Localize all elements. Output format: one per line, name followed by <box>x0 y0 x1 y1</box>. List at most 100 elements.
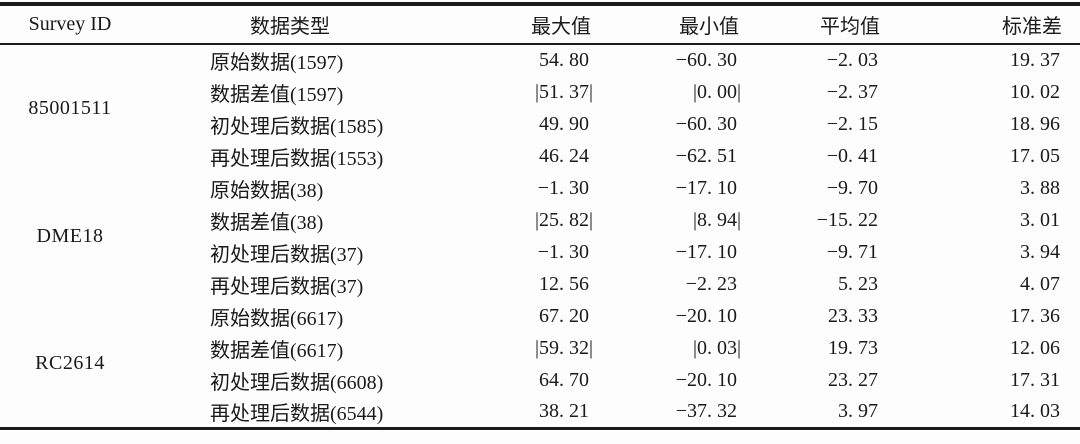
number-int-part: |51 <box>534 80 559 103</box>
decimal-separator: . <box>707 272 717 295</box>
decimal-separator: . <box>707 368 717 391</box>
column-header-mean: 平均值 <box>820 16 880 38</box>
number-int-part: |59 <box>534 336 559 359</box>
number-frac-part: 37 <box>858 80 878 103</box>
decimal-separator: . <box>848 208 858 231</box>
max-value-cell: 64. 70 <box>440 364 645 396</box>
statistics-table: Survey ID 数据类型 最大值 最小值 平均值 标准差 85001511 原… <box>0 2 1080 430</box>
number-frac-part: 21 <box>569 399 589 422</box>
max-value-cell: |25. 82| <box>440 204 645 236</box>
number-frac-part: 71 <box>858 240 878 263</box>
data-type-cell: 原始数据(6617) <box>210 307 344 330</box>
table-row: 初处理后数据(6608) 64. 70 −20. 10 23. 27 17. 31 <box>0 364 1080 396</box>
decimal-separator: . <box>707 49 717 71</box>
number-int-part: 54 <box>539 49 559 71</box>
number-frac-part: 20 <box>569 304 589 327</box>
max-value-cell: 67. 20 <box>440 300 645 332</box>
number-frac-part: 32 <box>717 399 737 422</box>
decimal-separator: . <box>1030 80 1040 103</box>
table-row: 再处理后数据(1553) 46. 24 −62. 51 −0. 41 17. 05 <box>0 140 1080 172</box>
std-value-cell: 14. 03 <box>905 396 1080 428</box>
decimal-separator: . <box>559 208 569 231</box>
column-header-survey-id: Survey ID <box>28 13 112 35</box>
std-value-cell: 12. 06 <box>905 332 1080 364</box>
number-int-part: −17 <box>675 176 707 199</box>
decimal-separator: . <box>559 399 569 422</box>
mean-value-cell: −9. 71 <box>775 236 905 268</box>
min-value-cell: −2. 23 <box>645 268 775 300</box>
decimal-separator: . <box>559 272 569 295</box>
number-frac-part: 31 <box>1040 368 1060 391</box>
mean-value-cell: −9. 70 <box>775 172 905 204</box>
min-value-cell: −17. 10 <box>645 236 775 268</box>
number-frac-part: 88 <box>1040 176 1060 199</box>
number-frac-part: 82| <box>569 208 594 231</box>
min-value-cell: −62. 51 <box>645 140 775 172</box>
table-row: RC2614 原始数据(6617) 67. 20 −20. 10 23. 33 17. 3… <box>0 300 1080 374</box>
number-int-part: −9 <box>826 240 848 263</box>
number-int-part: 12 <box>1010 336 1030 359</box>
number-frac-part: 94 <box>1040 240 1060 263</box>
number-int-part: 4 <box>1020 272 1030 295</box>
mean-value-cell: −2. 03 <box>775 44 905 76</box>
max-value-cell: −1. 30 <box>440 172 645 204</box>
std-value-cell: 17. 31 <box>905 364 1080 396</box>
decimal-separator: . <box>848 176 858 199</box>
data-type-cell: 数据差值(1597) <box>210 83 344 106</box>
number-int-part: 38 <box>539 399 559 422</box>
decimal-separator: . <box>559 49 569 71</box>
decimal-separator: . <box>1030 336 1040 359</box>
data-type-cell: 数据差值(6617) <box>210 339 344 362</box>
min-value-cell: |0. 00| <box>645 76 775 108</box>
number-int-part: 3 <box>838 399 848 422</box>
survey-id-cell: 85001511 <box>28 97 112 119</box>
number-int-part: 3 <box>1020 176 1030 199</box>
mean-value-cell: 3. 97 <box>775 396 905 428</box>
number-int-part: |25 <box>534 208 559 231</box>
number-int-part: −60 <box>675 49 707 71</box>
std-value-cell: 10. 02 <box>905 76 1080 108</box>
number-frac-part: 10 <box>717 240 737 263</box>
table-row: 初处理后数据(37) −1. 30 −17. 10 −9. 71 3. 94 <box>0 236 1080 268</box>
std-value-cell: 3. 88 <box>905 172 1080 204</box>
number-frac-part: 30 <box>717 112 737 135</box>
number-frac-part: 23 <box>717 272 737 295</box>
number-int-part: −9 <box>826 176 848 199</box>
table-row: 再处理后数据(37) 12. 56 −2. 23 5. 23 4. 07 <box>0 268 1080 300</box>
std-value-cell: 4. 07 <box>905 268 1080 300</box>
number-int-part: −2 <box>685 272 707 295</box>
number-frac-part: 27 <box>858 368 878 391</box>
decimal-separator: . <box>707 80 717 103</box>
number-frac-part: 80 <box>569 49 589 71</box>
data-type-cell: 原始数据(38) <box>210 179 324 202</box>
number-frac-part: 36 <box>1040 304 1060 327</box>
decimal-separator: . <box>1030 112 1040 135</box>
decimal-separator: . <box>1030 399 1040 422</box>
number-frac-part: 73 <box>858 336 878 359</box>
number-int-part: −1 <box>537 240 559 263</box>
decimal-separator: . <box>559 336 569 359</box>
number-int-part: |0 <box>692 336 707 359</box>
number-int-part: 64 <box>539 368 559 391</box>
column-header-data-type: 数据类型 <box>250 16 330 38</box>
number-int-part: −37 <box>675 399 707 422</box>
number-frac-part: 56 <box>569 272 589 295</box>
number-int-part: 23 <box>828 304 848 327</box>
table-row: 初处理后数据(1585) 49. 90 −60. 30 −2. 15 18. 96 <box>0 108 1080 140</box>
max-value-cell: 38. 21 <box>440 396 645 428</box>
std-value-cell: 19. 37 <box>905 44 1080 76</box>
number-int-part: 17 <box>1010 304 1030 327</box>
decimal-separator: . <box>559 80 569 103</box>
decimal-separator: . <box>1030 368 1040 391</box>
decimal-separator: . <box>707 240 717 263</box>
decimal-separator: . <box>707 176 717 199</box>
number-int-part: 19 <box>828 336 848 359</box>
table-row: 数据差值(6617) |59. 32| |0. 03| 19. 73 12. 06 <box>0 332 1080 364</box>
number-frac-part: 03| <box>717 336 742 359</box>
max-value-cell: 46. 24 <box>440 140 645 172</box>
decimal-separator: . <box>848 49 858 71</box>
number-int-part: |8 <box>692 208 707 231</box>
max-value-cell: −1. 30 <box>440 236 645 268</box>
decimal-separator: . <box>559 368 569 391</box>
